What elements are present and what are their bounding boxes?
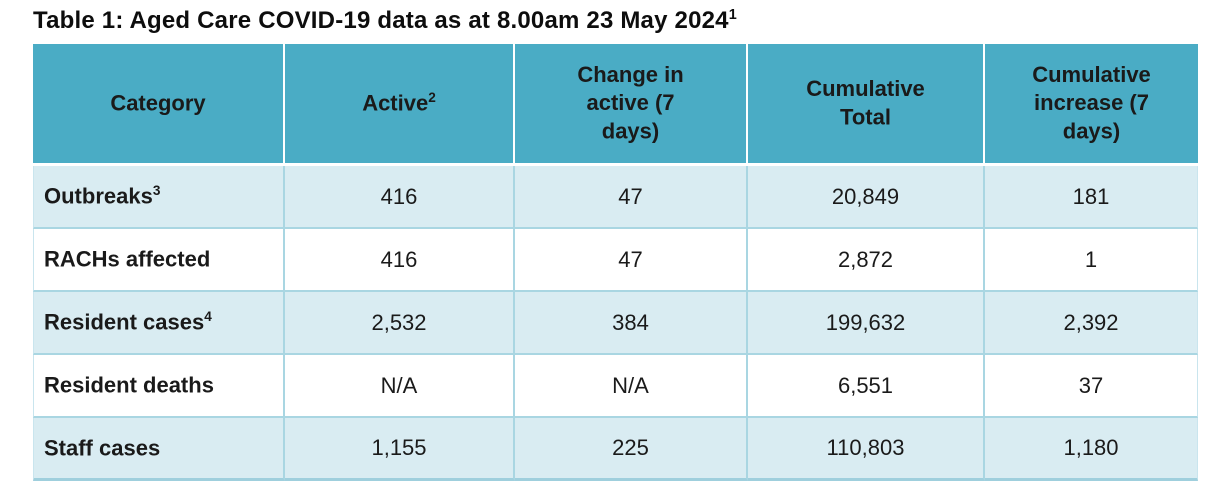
cell-cumulative-total: 199,632 [748,292,985,355]
table-row-rachs-affected: RACHs affected 416 47 2,872 1 [33,229,1198,292]
footnote-marker: 2 [428,90,436,106]
column-header-active: Active2 [285,44,515,166]
cell-cumulative-increase: 1 [985,229,1198,292]
cell-active: 416 [285,229,515,292]
cell-change-active: N/A [515,355,748,418]
cell-cumulative-increase: 1,180 [985,418,1198,481]
table-title-footnote-marker: 1 [728,7,737,23]
cell-cumulative-increase: 37 [985,355,1198,418]
footnote-marker: 3 [152,183,161,199]
table-row-resident-deaths: Resident deaths N/A N/A 6,551 37 [33,355,1198,418]
table-row-staff-cases: Staff cases 1,155 225 110,803 1,180 [33,418,1198,481]
table-row-resident-cases: Resident cases4 2,532 384 199,632 2,392 [33,292,1198,355]
cell-cumulative-total: 110,803 [748,418,985,481]
table-row-outbreaks: Outbreaks3 416 47 20,849 181 [33,166,1198,229]
cell-change-active: 47 [515,229,748,292]
column-header-cumulative-total: Cumulative Total [748,44,985,166]
table-title: Table 1: Aged Care COVID-19 data as at 8… [33,7,1231,35]
aged-care-covid-table: Category Active2 Change in active (7 day… [33,44,1198,481]
cell-cumulative-increase: 181 [985,166,1198,229]
column-header-change-in-active: Change in active (7 days) [515,44,748,166]
cell-category: Outbreaks3 [33,166,285,229]
column-header-cumulative-increase: Cumulative increase (7 days) [985,44,1198,166]
cell-category: RACHs affected [33,229,285,292]
cell-cumulative-total: 20,849 [748,166,985,229]
cell-change-active: 47 [515,166,748,229]
cell-cumulative-total: 6,551 [748,355,985,418]
cell-cumulative-total: 2,872 [748,229,985,292]
cell-active: 416 [285,166,515,229]
cell-active: 2,532 [285,292,515,355]
cell-active: 1,155 [285,418,515,481]
table-header: Category Active2 Change in active (7 day… [33,44,1198,166]
cell-change-active: 384 [515,292,748,355]
table-body: Outbreaks3 416 47 20,849 181 RACHs affec… [33,166,1198,481]
column-header-category: Category [33,44,285,166]
cell-change-active: 225 [515,418,748,481]
footnote-marker: 4 [204,309,212,325]
cell-active: N/A [285,355,515,418]
table-title-text: Table 1: Aged Care COVID-19 data as at 8… [33,7,729,34]
table-header-row: Category Active2 Change in active (7 day… [33,44,1198,166]
cell-category: Resident cases4 [33,292,285,355]
cell-category: Resident deaths [33,355,285,418]
cell-category: Staff cases [33,418,285,481]
cell-cumulative-increase: 2,392 [985,292,1198,355]
